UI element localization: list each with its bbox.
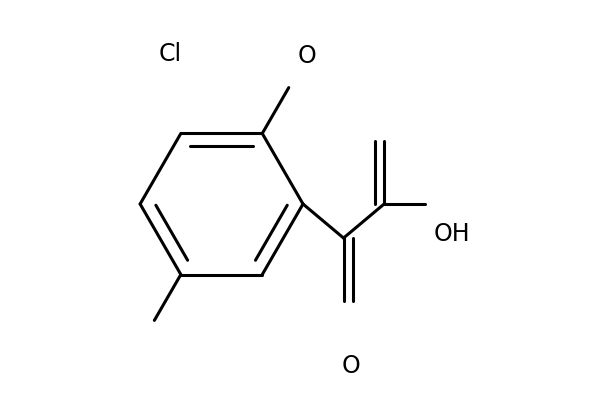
Text: O: O <box>342 353 361 377</box>
Text: Cl: Cl <box>159 42 182 66</box>
Text: O: O <box>298 44 316 68</box>
Text: OH: OH <box>433 221 470 245</box>
